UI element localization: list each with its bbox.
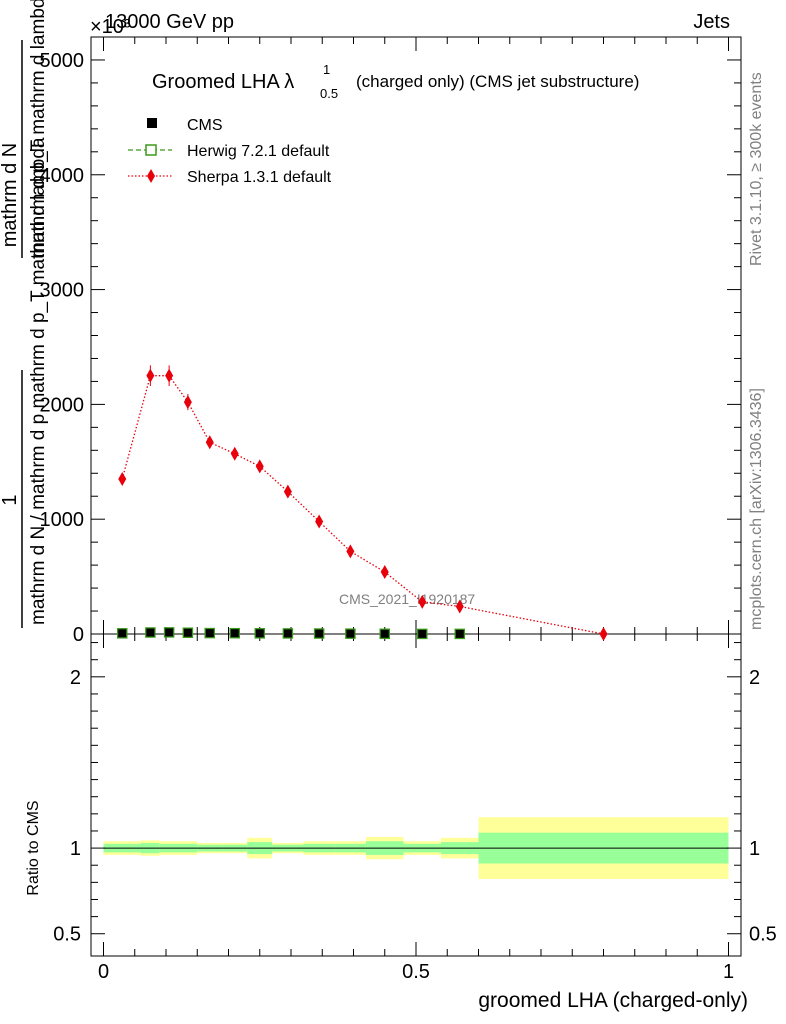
- x-axis-label: groomed LHA (charged-only): [478, 989, 748, 1012]
- ratio-tick-label-left: 1: [70, 838, 81, 860]
- y-tick-label-main: 5000: [40, 50, 85, 72]
- herwig-point: [163, 627, 175, 638]
- cms-point: [118, 629, 127, 638]
- sherpa-point: [165, 368, 174, 383]
- herwig-point: [417, 628, 428, 640]
- legend-marker-herwig: [145, 144, 157, 156]
- plot-title: Groomed LHA λ 1 0.5 (charged only) (CMS …: [152, 62, 639, 101]
- sherpa-point: [418, 594, 427, 609]
- legend-label-herwig: Herwig 7.2.1 default: [187, 143, 330, 160]
- x-tick-label: 0: [98, 961, 109, 983]
- y-label-main: 1 mathrm d N / mathrm d p mathrm d p_T m…: [0, 0, 49, 628]
- x-tick-label: 1: [723, 961, 734, 983]
- cms-point: [455, 629, 464, 638]
- main-axes: 0 1000 2000 3000 4000 5000: [40, 36, 741, 646]
- series-herwig: [117, 627, 465, 640]
- cms-point: [346, 629, 355, 638]
- title-sub: 0.5: [320, 86, 338, 101]
- herwig-point: [345, 628, 356, 639]
- cms-point: [183, 628, 192, 637]
- ratio-tick-label-right: 2: [749, 667, 760, 689]
- header-left: 13000 GeV pp: [105, 11, 234, 33]
- herwig-point: [145, 627, 156, 638]
- ratio-tick-label-left: 0.5: [53, 924, 81, 946]
- herwig-point: [229, 627, 240, 639]
- sherpa-point: [599, 627, 608, 641]
- sherpa-point: [380, 565, 389, 580]
- title-main: Groomed LHA λ: [152, 71, 294, 93]
- cms-point: [283, 629, 292, 638]
- herwig-point: [182, 627, 194, 638]
- herwig-point: [282, 628, 294, 639]
- ratio-tick-label-left: 2: [70, 667, 81, 689]
- herwig-point: [379, 628, 390, 640]
- sherpa-point: [315, 514, 324, 529]
- title-sup: 1: [323, 62, 330, 77]
- herwig-point: [454, 628, 465, 640]
- legend-marker-cms: [147, 118, 157, 128]
- rivet-label: Rivet 3.1.10, ≥ 300k events: [748, 72, 765, 266]
- cms-point: [165, 628, 174, 637]
- y-tick-label-main: 4000: [40, 165, 85, 187]
- herwig-point: [204, 627, 215, 639]
- cms-point: [230, 629, 239, 638]
- header-exponent: ×10³: [90, 16, 131, 38]
- herwig-point: [254, 628, 265, 639]
- sherpa-point: [118, 472, 127, 487]
- cms-point: [418, 629, 427, 638]
- ratio-tick-label-right: 1: [749, 838, 760, 860]
- cms-point: [255, 629, 264, 638]
- cms-point: [146, 628, 155, 637]
- x-tick-label: 0.5: [402, 961, 430, 983]
- sherpa-point: [283, 484, 292, 499]
- y-label-line1: 1: [0, 494, 21, 505]
- series-sherpa: [118, 365, 608, 641]
- cms-point: [380, 629, 389, 638]
- cms-point: [205, 629, 214, 638]
- ratio-tick-label-right: 0.5: [749, 924, 777, 946]
- sherpa-point: [230, 446, 239, 461]
- ratio-plot-frame: [90, 633, 742, 957]
- y-tick-label-main: 0: [73, 624, 84, 646]
- sherpa-point: [183, 395, 192, 410]
- legend-marker-sherpa: [147, 169, 155, 183]
- y-tick-label-main: 3000: [40, 280, 85, 302]
- y-tick-label-main: 1000: [40, 509, 85, 531]
- y-tick-label-main: 2000: [40, 394, 85, 416]
- series-cms: [118, 628, 464, 638]
- sherpa-point: [255, 459, 264, 474]
- herwig-point: [117, 628, 128, 639]
- ratio-axes: 0.5 0.5 1 1 2 2: [53, 642, 777, 946]
- mcplots-label: mcplots.cern.ch [arXiv:1306.3436]: [748, 388, 765, 630]
- legend-label-sherpa: Sherpa 1.3.1 default: [187, 169, 332, 186]
- y-label-line2-den: mathrm d p_T mathrm d lambda: [28, 0, 49, 258]
- y-label-ratio: Ratio to CMS: [25, 800, 42, 895]
- sherpa-point: [205, 435, 214, 450]
- title-rest: (charged only) (CMS jet substructure): [356, 72, 639, 91]
- y-label-line1-den: mathrm d N / mathrm d p mathrm d p_T mat…: [28, 137, 49, 625]
- legend: CMS Herwig 7.2.1 default Sherpa 1.3.1 de…: [128, 117, 332, 186]
- herwig-point: [313, 628, 325, 639]
- header-right: Jets: [693, 11, 730, 33]
- legend-label-cms: CMS: [187, 117, 223, 134]
- watermark: CMS_2021_I1920187: [339, 591, 475, 607]
- sherpa-point: [455, 599, 464, 614]
- sherpa-point: [346, 544, 355, 559]
- y-label-line2: mathrm d N: [0, 143, 21, 247]
- sherpa-point: [146, 368, 155, 383]
- cms-point: [315, 629, 324, 638]
